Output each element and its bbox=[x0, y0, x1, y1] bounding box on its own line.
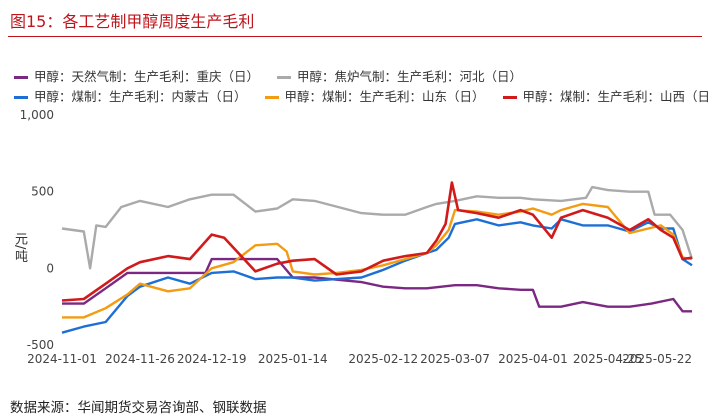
x-tick-label: 2025-05-22 bbox=[622, 352, 692, 366]
legend-label: 甲醇：焦炉气制：生产毛利：河北（日） bbox=[297, 69, 523, 84]
series-line-1 bbox=[61, 185, 694, 270]
x-tick-label: 2024-11-26 bbox=[105, 352, 175, 366]
x-tick-label: 2024-12-19 bbox=[177, 352, 247, 366]
legend-row-1: 甲醇：天然气制：生产毛利：重庆（日） 甲醇：焦炉气制：生产毛利：河北（日） bbox=[14, 66, 704, 86]
y-tick-label: 1,000 bbox=[20, 108, 54, 122]
series-line-4 bbox=[61, 181, 693, 302]
legend-label: 甲醇：天然气制：生产毛利：重庆（日） bbox=[34, 69, 260, 84]
y-axis-ticks: -500 0 500 1,000 bbox=[20, 108, 54, 352]
x-tick-label: 2025-01-14 bbox=[258, 352, 328, 366]
x-tick-label: 2025-04-01 bbox=[498, 352, 568, 366]
legend-label: 甲醇：煤制：生产毛利：山西（日） bbox=[522, 89, 709, 104]
series-line-2 bbox=[61, 218, 693, 334]
series-lines bbox=[61, 181, 694, 334]
legend-swatch bbox=[14, 96, 28, 99]
data-source-note: 数据来源：华闻期货交易咨询部、钢联数据 bbox=[10, 400, 267, 416]
series-line-0 bbox=[62, 257, 692, 313]
x-tick-label: 2025-04-25 bbox=[573, 352, 643, 366]
legend-row-2: 甲醇：煤制：生产毛利：内蒙古（日） 甲醇：煤制：生产毛利：山东（日） 甲醇：煤制… bbox=[14, 86, 709, 106]
legend-item-shanxi-coal: 甲醇：煤制：生产毛利：山西（日） bbox=[502, 86, 709, 105]
legend-label: 甲醇：煤制：生产毛利：山东（日） bbox=[284, 89, 485, 104]
x-tick-label: 2025-02-12 bbox=[348, 352, 418, 366]
legend-swatch bbox=[14, 76, 28, 79]
chart-title: 图15：各工艺制甲醇周度生产毛利 bbox=[10, 12, 255, 31]
x-tick-label: 2024-11-01 bbox=[27, 352, 97, 366]
y-tick-label: 0 bbox=[46, 261, 54, 275]
x-axis-ticks: 2024-11-01 2024-11-26 2024-12-19 2025-01-14… bbox=[27, 352, 692, 366]
legend-item-shandong-coal: 甲醇：煤制：生产毛利：山东（日） bbox=[264, 86, 485, 105]
x-tick-label: 2025-03-07 bbox=[420, 352, 490, 366]
legend-item-inner-mongolia-coal: 甲醇：煤制：生产毛利：内蒙古（日） bbox=[14, 86, 247, 105]
legend-swatch bbox=[264, 96, 279, 99]
y-tick-label: -500 bbox=[27, 338, 54, 352]
legend-label: 甲醇：煤制：生产毛利：内蒙古（日） bbox=[34, 89, 247, 104]
chart-legend: 甲醇：天然气制：生产毛利：重庆（日） 甲醇：焦炉气制：生产毛利：河北（日） 甲醇… bbox=[14, 66, 709, 106]
y-axis-label: 元/吨 bbox=[12, 232, 27, 263]
y-tick-label: 500 bbox=[31, 185, 54, 199]
title-divider bbox=[8, 36, 702, 37]
legend-item-hebei-coke-gas: 甲醇：焦炉气制：生产毛利：河北（日） bbox=[277, 66, 522, 85]
series-line-3 bbox=[62, 202, 693, 319]
legend-swatch bbox=[277, 76, 291, 79]
legend-swatch bbox=[502, 96, 517, 99]
legend-item-chongqing-gas: 甲醇：天然气制：生产毛利：重庆（日） bbox=[14, 66, 259, 85]
